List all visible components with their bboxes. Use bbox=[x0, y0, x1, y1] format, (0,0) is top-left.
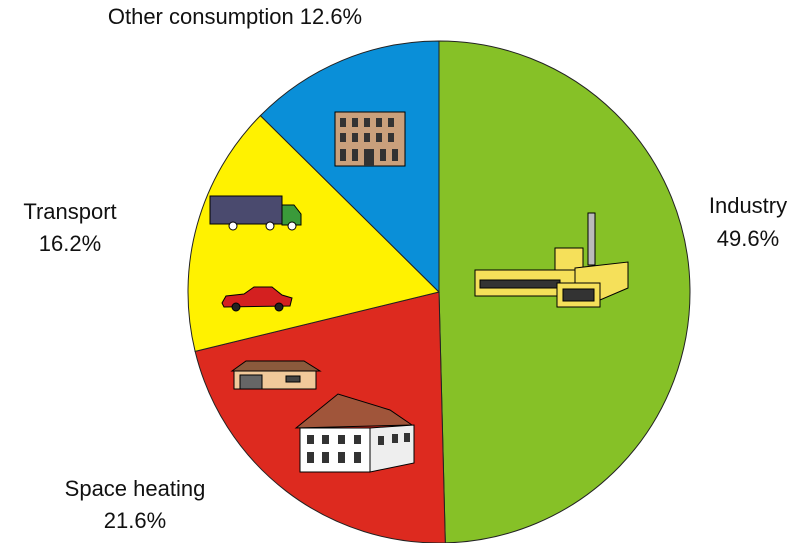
slice-label: Other consumption 12.6% bbox=[108, 4, 362, 29]
icons bbox=[209, 111, 629, 473]
category-label: Industry bbox=[709, 193, 787, 218]
category-label: Space heating bbox=[65, 476, 206, 501]
value-label: 49.6% bbox=[717, 226, 779, 251]
value-label: 21.6% bbox=[104, 508, 166, 533]
category-label: Other consumption bbox=[108, 4, 294, 29]
value-label: 12.6% bbox=[300, 4, 362, 29]
category-label: Transport bbox=[23, 199, 116, 224]
value-label: 16.2% bbox=[39, 231, 101, 256]
